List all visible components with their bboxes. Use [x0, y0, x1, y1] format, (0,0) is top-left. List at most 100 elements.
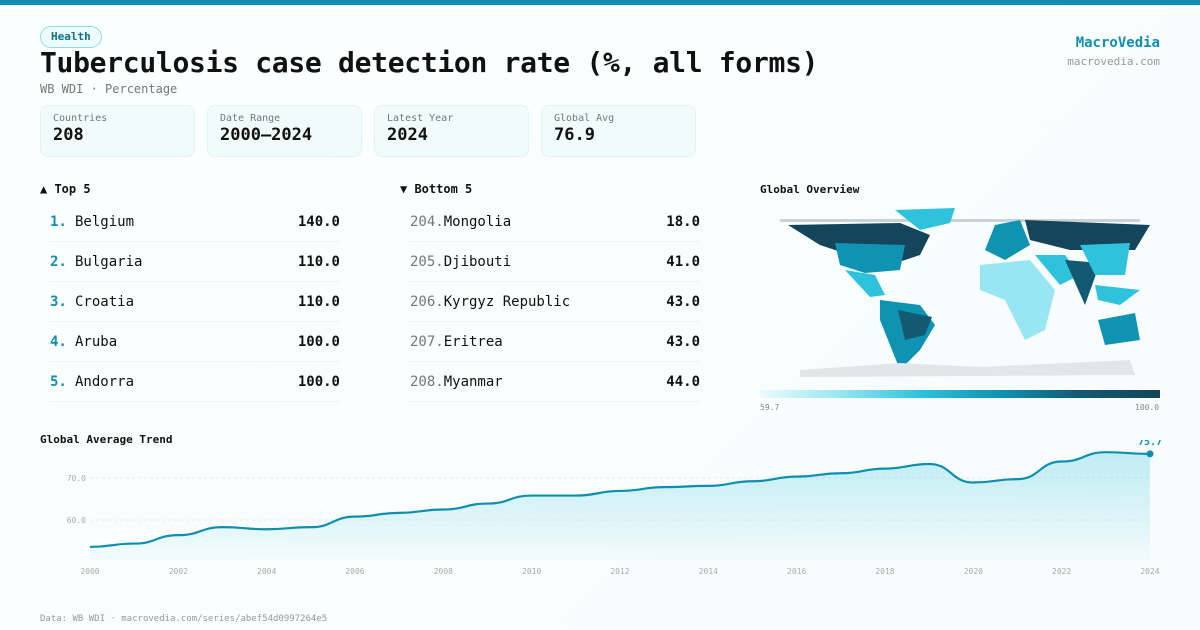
list-item[interactable]: 205. Djibouti 41.0 [410, 242, 700, 282]
list-item[interactable]: 208. Myanmar 44.0 [410, 362, 700, 402]
country-name: Djibouti [443, 253, 512, 270]
top-accent-bar [0, 0, 1200, 5]
rank: 206. [410, 293, 444, 310]
stat-label: Countries [53, 113, 108, 124]
arctic-strip [780, 219, 1140, 222]
page-title: Tuberculosis case detection rate (%, all… [40, 46, 819, 79]
country-name: Aruba [75, 333, 118, 350]
last-value-label: 75.7 [1138, 440, 1162, 448]
map-title: Global Overview [760, 183, 860, 196]
country-name: Mongolia [443, 213, 512, 230]
country-value: 44.0 [666, 373, 700, 390]
chart-title: Global Average Trend [40, 433, 173, 446]
last-point-marker [1146, 450, 1154, 458]
x-tick-label: 2010 [522, 567, 541, 576]
country-name: Bulgaria [75, 253, 143, 270]
region-greenland[interactable] [895, 208, 955, 230]
brand-logo[interactable]: MacroVedia [1075, 35, 1160, 51]
page-subtitle: WB WDI · Percentage [40, 82, 178, 96]
y-tick-label: 70.0 [67, 474, 86, 483]
country-name: Eritrea [443, 333, 503, 350]
trend-chart[interactable]: 60.0 70.0 2000 2002 2004 2006 2008 2010 2012 2014… [0, 440, 1200, 590]
brand-url[interactable]: macrovedia.com [1067, 55, 1160, 68]
region-central-america[interactable] [845, 270, 885, 297]
country-name: Croatia [75, 293, 135, 310]
legend-min: 59.7 [760, 403, 780, 412]
region-southeast-asia[interactable] [1095, 285, 1140, 305]
list-item[interactable]: 4. Aruba 100.0 [50, 322, 340, 362]
y-tick-label: 60.0 [67, 516, 86, 525]
rank: 204. [410, 213, 444, 230]
list-item[interactable]: 1. Belgium 140.0 [50, 202, 340, 242]
stat-date-range: Date Range 2000–2024 [207, 105, 362, 157]
country-name: Belgium [75, 213, 135, 230]
rank: 208. [410, 373, 444, 390]
region-brazil[interactable] [898, 310, 932, 340]
legend-max: 100.0 [1135, 403, 1160, 412]
stat-value: 76.9 [554, 125, 595, 145]
stat-latest-year: Latest Year 2024 [374, 105, 529, 157]
bottom5-heading: ▼ Bottom 5 [400, 182, 473, 196]
region-india[interactable] [1065, 260, 1100, 305]
x-tick-label: 2020 [964, 567, 983, 576]
stat-value: 2000–2024 [220, 125, 313, 145]
category-badge[interactable]: Health [40, 26, 102, 48]
country-name: Andorra [75, 373, 135, 390]
list-item[interactable]: 3. Croatia 110.0 [50, 282, 340, 322]
x-tick-label: 2022 [1052, 567, 1071, 576]
country-value: 110.0 [297, 293, 340, 310]
rank: 205. [410, 253, 444, 270]
region-russia[interactable] [1025, 220, 1150, 250]
region-europe[interactable] [985, 220, 1030, 260]
x-tick-label: 2018 [875, 567, 894, 576]
rank: 1. [50, 213, 67, 230]
trend-area [90, 452, 1150, 560]
stat-countries: Countries 208 [40, 105, 195, 157]
world-map[interactable] [780, 205, 1160, 380]
region-africa[interactable] [980, 260, 1055, 340]
bottom5-list: 204. Mongolia 18.0 205. Djibouti 41.0 206. Kyrg… [410, 202, 700, 402]
country-name: Myanmar [443, 373, 503, 390]
stat-global-avg: Global Avg 76.9 [541, 105, 696, 157]
stat-value: 2024 [387, 125, 428, 145]
region-antarctica [800, 360, 1135, 377]
x-tick-label: 2002 [169, 567, 188, 576]
country-value: 140.0 [297, 213, 340, 230]
x-tick-label: 2012 [610, 567, 629, 576]
rank: 4. [50, 333, 67, 350]
region-china[interactable] [1080, 243, 1130, 275]
country-value: 100.0 [297, 373, 340, 390]
footer-source: Data: WB WDI · macrovedia.com/series/abe… [40, 614, 328, 624]
x-tick-label: 2008 [434, 567, 453, 576]
top5-heading: ▲ Top 5 [40, 182, 91, 196]
country-value: 43.0 [666, 333, 700, 350]
stat-label: Latest Year [387, 113, 454, 124]
country-value: 18.0 [666, 213, 700, 230]
top5-list: 1. Belgium 140.0 2. Bulgaria 110.0 3. Croatia 11… [40, 202, 340, 402]
country-name: Kyrgyz Republic [443, 293, 571, 310]
x-tick-label: 2004 [257, 567, 276, 576]
region-usa[interactable] [835, 243, 905, 273]
list-item[interactable]: 207. Eritrea 43.0 [410, 322, 700, 362]
list-item[interactable]: 206. Kyrgyz Republic 43.0 [410, 282, 700, 322]
country-value: 110.0 [297, 253, 340, 270]
stat-value: 208 [53, 125, 84, 145]
map-color-legend [760, 390, 1160, 398]
rank: 5. [50, 373, 67, 390]
x-tick-label: 2024 [1140, 567, 1159, 576]
x-tick-label: 2016 [787, 567, 806, 576]
stat-label: Date Range [220, 113, 281, 124]
rank: 207. [410, 333, 444, 350]
list-item[interactable]: 204. Mongolia 18.0 [410, 202, 700, 242]
stat-label: Global Avg [554, 113, 615, 124]
x-tick-label: 2000 [80, 567, 99, 576]
list-item[interactable]: 5. Andorra 100.0 [50, 362, 340, 402]
country-value: 100.0 [297, 333, 340, 350]
region-australia[interactable] [1098, 313, 1140, 345]
rank: 3. [50, 293, 67, 310]
country-value: 43.0 [666, 293, 700, 310]
x-tick-label: 2006 [345, 567, 364, 576]
list-item[interactable]: 2. Bulgaria 110.0 [50, 242, 340, 282]
country-value: 41.0 [666, 253, 700, 270]
rank: 2. [50, 253, 67, 270]
